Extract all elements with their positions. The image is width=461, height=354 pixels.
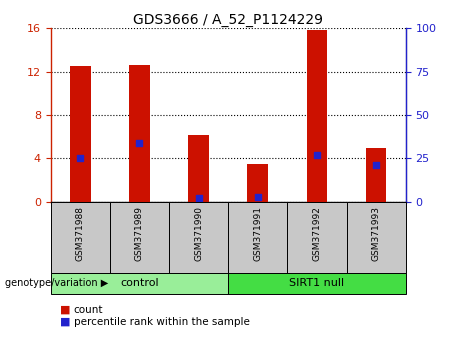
Text: control: control (120, 278, 159, 288)
Text: GSM371992: GSM371992 (313, 206, 321, 261)
Bar (307, 30, 327, 202)
Text: genotype/variation ▶: genotype/variation ▶ (5, 278, 108, 288)
Text: count: count (74, 305, 103, 315)
Bar (129, 65, 150, 202)
Bar (70, 66, 91, 202)
Point (136, 140, 143, 145)
Point (77, 156, 84, 161)
Point (313, 152, 320, 158)
Text: SIRT1 null: SIRT1 null (290, 278, 344, 288)
Text: ■: ■ (60, 305, 71, 315)
Bar (188, 135, 209, 202)
Text: GSM371991: GSM371991 (253, 206, 262, 261)
Point (372, 162, 380, 168)
Point (254, 194, 261, 199)
Text: GSM371993: GSM371993 (372, 206, 381, 261)
Text: GSM371989: GSM371989 (135, 206, 144, 261)
Title: GDS3666 / A_52_P1124229: GDS3666 / A_52_P1124229 (133, 13, 323, 27)
Point (195, 195, 202, 201)
Bar (366, 148, 386, 202)
Bar (248, 164, 268, 202)
Text: GSM371988: GSM371988 (76, 206, 85, 261)
Text: GSM371990: GSM371990 (194, 206, 203, 261)
Text: percentile rank within the sample: percentile rank within the sample (74, 317, 250, 327)
Text: ■: ■ (60, 317, 71, 327)
